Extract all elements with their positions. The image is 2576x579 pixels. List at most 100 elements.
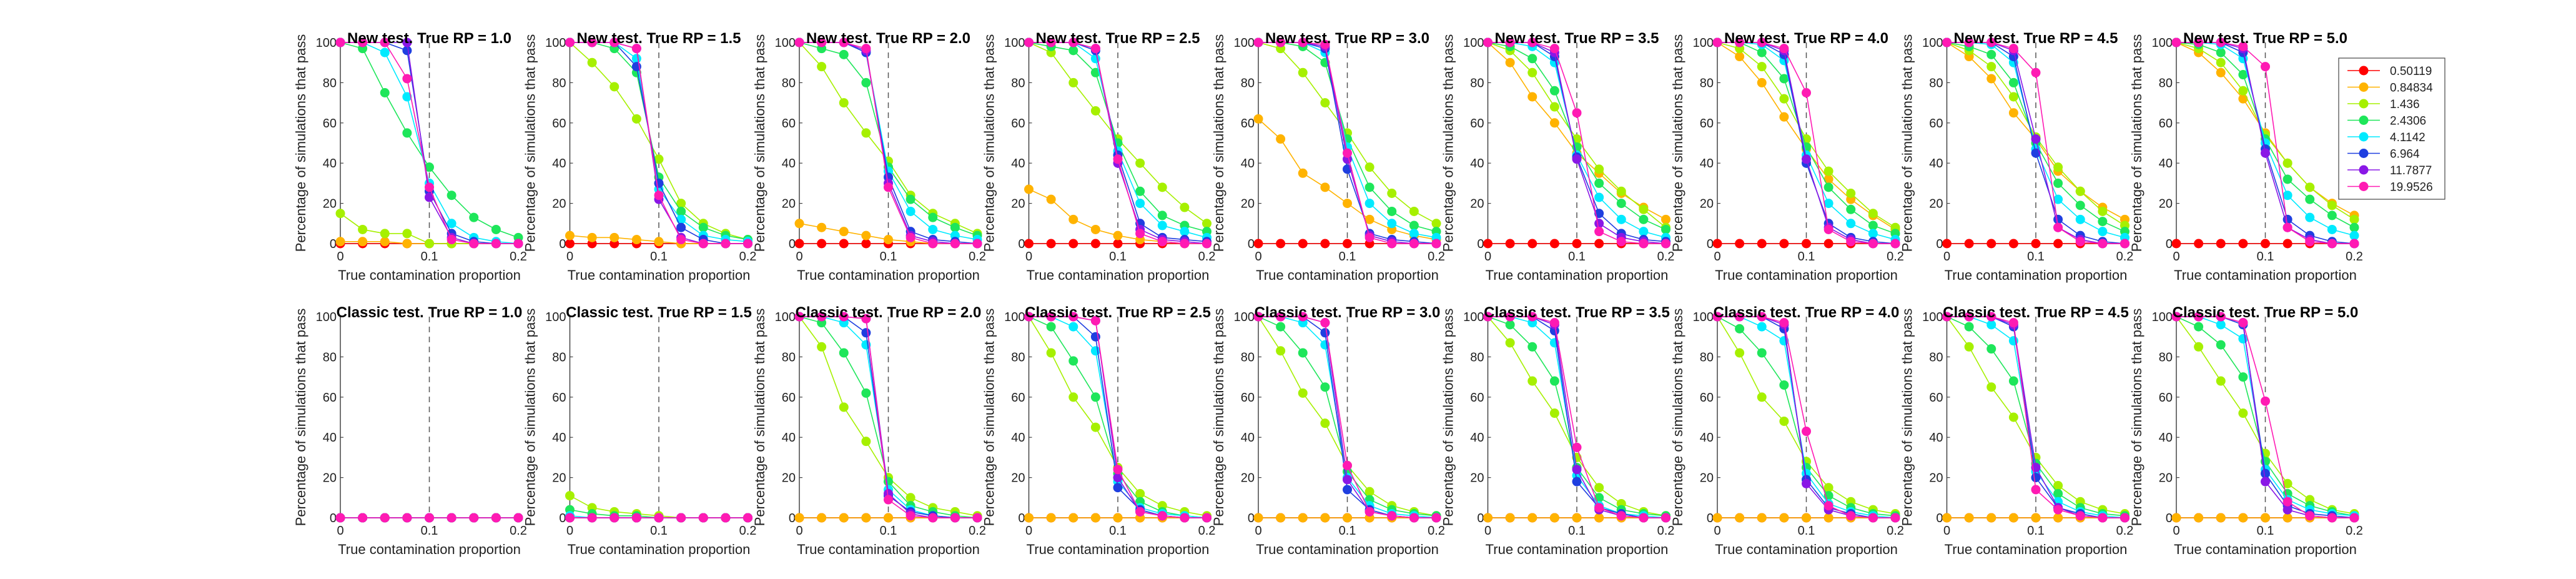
data-point <box>1527 54 1537 64</box>
data-point <box>1135 507 1145 517</box>
y-tick-label: 0 <box>559 512 566 525</box>
x-axis-label: True contamination proportion <box>797 542 980 557</box>
data-point <box>2053 222 2063 232</box>
data-point <box>1661 239 1670 249</box>
data-point <box>861 513 871 523</box>
data-point <box>2282 158 2292 168</box>
data-point <box>1735 513 1745 523</box>
data-point <box>1964 513 1974 523</box>
data-point <box>794 37 804 47</box>
data-point <box>2261 148 2270 158</box>
y-tick-label: 40 <box>552 431 566 445</box>
panel-title: Classic test. True RP = 2.5 <box>1025 304 1211 321</box>
y-tick-label: 80 <box>782 350 796 364</box>
data-point <box>2349 222 2359 232</box>
x-tick-label: 0.1 <box>2257 524 2274 538</box>
data-point <box>928 239 938 249</box>
x-tick-label: 0.1 <box>421 524 438 538</box>
data-point <box>402 239 412 249</box>
data-point <box>1113 483 1123 493</box>
data-point <box>1364 199 1374 209</box>
data-point <box>1343 513 1352 523</box>
y-tick-label: 100 <box>1693 36 1714 50</box>
data-point <box>1157 220 1167 230</box>
panel-title: New test. True RP = 3.5 <box>1494 30 1659 47</box>
x-axis-label: True contamination proportion <box>338 542 521 557</box>
y-tick-label: 80 <box>1011 350 1025 364</box>
data-point <box>861 328 871 338</box>
data-point <box>1343 148 1352 158</box>
data-point <box>1986 49 1996 59</box>
data-point <box>884 235 893 245</box>
y-tick-label: 100 <box>545 36 566 50</box>
data-point <box>2216 513 2226 523</box>
data-point <box>1483 239 1493 249</box>
y-axis-label: Percentage of simulations that pass <box>293 309 308 527</box>
data-point <box>1253 513 1263 523</box>
data-point <box>2216 320 2226 330</box>
data-point <box>2216 67 2226 77</box>
data-point <box>1986 312 1996 322</box>
panel-title: Classic test. True RP = 1.0 <box>337 304 523 321</box>
data-point <box>2282 497 2292 507</box>
data-point <box>565 230 575 240</box>
data-point <box>1068 77 1078 87</box>
data-point <box>1594 483 1604 493</box>
data-point <box>447 191 456 200</box>
data-point <box>565 491 575 501</box>
panel-title: Classic test. True RP = 4.5 <box>1943 304 2129 321</box>
data-point <box>884 182 893 192</box>
data-point <box>1712 37 1722 47</box>
data-point <box>380 229 390 239</box>
x-tick-label: 0 <box>337 524 343 538</box>
y-axis-label: Percentage of simulations that pass <box>2129 309 2144 527</box>
data-point <box>1090 44 1100 54</box>
data-point <box>2349 239 2359 249</box>
legend: 0.50119 0.84834 1.436 2.4306 4.1142 6.964 11.7… <box>2338 57 2445 200</box>
y-tick-label: 100 <box>1922 310 1943 324</box>
data-point <box>1364 232 1374 242</box>
data-point <box>2327 239 2337 249</box>
data-point <box>1964 312 1974 322</box>
data-point <box>1639 239 1649 249</box>
data-point <box>817 239 827 249</box>
y-tick-label: 80 <box>2159 350 2173 364</box>
data-point <box>2305 182 2315 192</box>
data-point <box>631 114 641 124</box>
data-point <box>402 92 412 102</box>
data-point <box>2282 222 2292 232</box>
data-point <box>2305 237 2315 247</box>
data-point <box>1387 219 1397 229</box>
data-point <box>839 513 849 523</box>
data-point <box>1046 348 1056 358</box>
data-point <box>380 237 390 247</box>
data-point <box>1409 220 1419 230</box>
panel: 0 20 40 60 80 100 0 0.1 0.2 True contamination pr… <box>752 304 986 557</box>
data-point <box>2305 511 2315 521</box>
legend-entry: 1.436 <box>2390 98 2420 111</box>
data-point <box>2282 239 2292 249</box>
data-point <box>950 239 960 249</box>
data-point <box>2031 239 2041 249</box>
x-tick-label: 0 <box>1255 524 1261 538</box>
x-axis-label: True contamination proportion <box>1486 542 1669 557</box>
y-tick-label: 80 <box>2159 76 2173 90</box>
x-tick-label: 0.2 <box>1198 524 1216 538</box>
data-point <box>2261 62 2270 72</box>
data-point <box>1735 348 1745 358</box>
y-tick-label: 20 <box>1241 472 1255 485</box>
data-point <box>358 513 368 523</box>
data-point <box>358 237 368 247</box>
y-tick-label: 80 <box>1011 76 1025 90</box>
y-tick-label: 80 <box>552 350 566 364</box>
data-point <box>2053 505 2063 515</box>
y-tick-label: 20 <box>782 472 796 485</box>
y-tick-label: 0 <box>1477 512 1484 525</box>
data-point <box>950 513 960 523</box>
data-point <box>1735 312 1745 322</box>
x-axis-label: True contamination proportion <box>1256 542 1439 557</box>
data-point <box>1090 513 1100 523</box>
data-point <box>2031 148 2041 158</box>
data-point <box>2008 92 2018 102</box>
data-point <box>721 239 731 249</box>
